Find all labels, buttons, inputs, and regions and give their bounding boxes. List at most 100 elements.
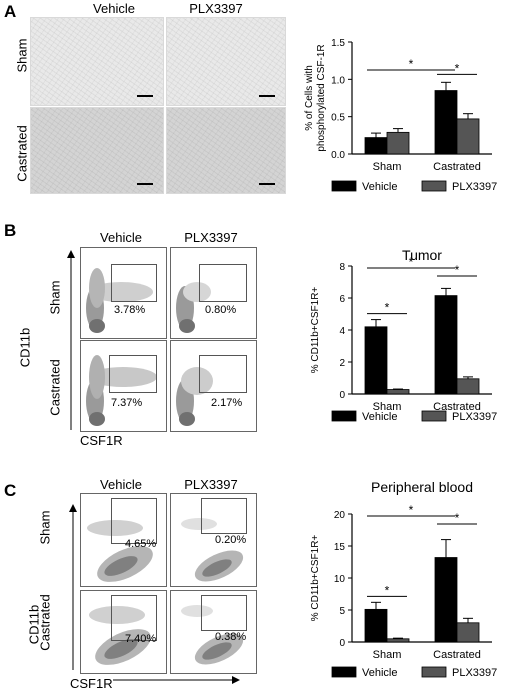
y-tick-label: 8 (339, 262, 345, 273)
y-tick-label: 4 (339, 326, 345, 337)
gate-percentage: 2.17% (211, 397, 243, 409)
panel-b-col-title-vehicle: Vehicle (100, 230, 142, 245)
significance-star: * (409, 57, 414, 71)
gate-percentage: 4.65% (125, 538, 157, 550)
panel-b-col-title-plx3397: PLX3397 (184, 230, 238, 245)
bar-plx3397-castrated (456, 378, 480, 395)
panel-c-col-title-plx3397: PLX3397 (184, 477, 238, 492)
legend-swatch-vehicle (331, 180, 357, 192)
y-axis-label: % CD11b+CSF1R+ (310, 535, 321, 622)
flow-plot-blood-castrated-plx3397: 0.38% (170, 590, 257, 674)
chart-a: 0.0 0.5 1.0 1.5 % of Cells withphosphorylate… (304, 38, 497, 193)
significance-star: * (385, 301, 390, 315)
panel-label-c: C (4, 481, 17, 500)
gate-percentage: 0.80% (205, 304, 237, 316)
flow-plot-castrated-plx3397: 2.17% (170, 340, 257, 432)
scatter-cloud (86, 355, 157, 426)
x-tick-label: Sham (373, 401, 402, 413)
legend-swatch-plx3397 (421, 666, 447, 678)
y-axis-label-line: phosphorylated CSF-1R (316, 44, 327, 151)
y-axis-label: % of Cells withphosphorylated CSF-1R (304, 44, 327, 151)
y-tick-label: 0 (339, 390, 345, 401)
flow-plot-sham-vehicle: 3.78% (80, 247, 167, 339)
y-tick-label: 0.5 (331, 113, 345, 124)
scale-bar (137, 95, 153, 97)
gate-box (111, 498, 157, 544)
y-tick-label: 20 (334, 510, 346, 521)
scale-bar (259, 95, 275, 97)
legend-label-vehicle: Vehicle (362, 181, 397, 193)
scale-bar (259, 183, 275, 185)
gate-box (111, 264, 157, 302)
panel-b-y-axis-label: CD11b (17, 327, 33, 368)
panel-a-row-title-sham: Sham (14, 38, 30, 73)
gate-box (201, 498, 247, 534)
gate-percentage: 0.38% (215, 631, 247, 643)
panel-c-axes-arrows (69, 504, 240, 684)
micrograph-sham-plx3397 (166, 17, 286, 106)
gate-percentage: 7.37% (111, 397, 143, 409)
scatter-cloud (181, 518, 244, 582)
scatter-cloud (176, 367, 213, 426)
bar-plx3397-castrated (456, 622, 480, 643)
panel-c-y-axis-label: CD11b (26, 604, 42, 645)
bar-vehicle-castrated (434, 90, 458, 155)
bar-vehicle-castrated (434, 557, 458, 643)
x-tick-label: Sham (373, 649, 402, 661)
panel-a-row-title-castrated: Castrated (14, 125, 30, 182)
bar-vehicle-sham (364, 137, 388, 155)
panel-a-col-title-plx3397: PLX3397 (189, 1, 243, 16)
scatter-cloud (176, 282, 211, 333)
scatter-cloud (87, 520, 153, 582)
legend-swatch-plx3397 (421, 410, 447, 422)
y-axis-label: % CD11b+CSF1R+ (310, 287, 321, 374)
chart-title: Tumor (402, 248, 442, 263)
flow-plot-blood-sham-vehicle: 4.65% (80, 493, 167, 587)
gate-box (201, 595, 247, 631)
flow-plot-sham-plx3397: 0.80% (170, 247, 257, 339)
flow-plot-blood-castrated-vehicle: 7.40% (80, 590, 167, 674)
gate-box (199, 355, 247, 393)
x-tick-label: Sham (373, 161, 402, 173)
legend-label-plx3397: PLX3397 (452, 667, 497, 679)
y-tick-label: 1.0 (331, 75, 345, 86)
micrograph-castrated-vehicle (30, 107, 164, 194)
x-tick-label: Castrated (433, 161, 481, 173)
significance-star: * (409, 503, 414, 517)
y-tick-label: 6 (339, 294, 345, 305)
legend-swatch-vehicle (331, 410, 357, 422)
chart-b: Tumor 0 2 4 6 8 % CD11b+CSF1R+ Sham Castrated * * *… (310, 248, 497, 423)
x-tick-label: Castrated (433, 649, 481, 661)
y-tick-label: 2 (339, 358, 345, 369)
y-axis-label-line: % of Cells with (304, 65, 315, 131)
y-tick-label: 15 (334, 542, 346, 553)
flow-plot-castrated-vehicle: 7.37% (80, 340, 167, 432)
significance-star: * (455, 61, 460, 75)
y-tick-label: 0.0 (331, 150, 345, 161)
significance-star: * (455, 511, 460, 525)
significance-star: * (409, 255, 414, 269)
micrograph-sham-vehicle (30, 17, 164, 106)
legend-label-vehicle: Vehicle (362, 667, 397, 679)
panel-c-col-title-vehicle: Vehicle (100, 477, 142, 492)
legend-swatch-vehicle (331, 666, 357, 678)
panel-a-col-title-vehicle: Vehicle (93, 1, 135, 16)
bar-plx3397-sham (386, 131, 410, 155)
gate-percentage: 7.40% (125, 633, 157, 645)
panel-b-axes-arrows (67, 250, 75, 430)
y-tick-label: 10 (334, 574, 346, 585)
scatter-cloud (181, 605, 244, 665)
bar-plx3397-castrated (456, 118, 480, 155)
bar-plx3397-sham (386, 638, 410, 643)
gate-box (109, 355, 157, 393)
scatter-cloud (86, 268, 153, 333)
legend-label-plx3397: PLX3397 (452, 181, 497, 193)
legend-label-plx3397: PLX3397 (452, 411, 497, 423)
panel-b-x-axis-label: CSF1R (80, 433, 123, 448)
panel-label-b: B (4, 221, 17, 240)
gate-percentage: 3.78% (114, 304, 146, 316)
bar-vehicle-sham (364, 608, 388, 643)
legend-swatch-plx3397 (421, 180, 447, 192)
scale-bar (137, 183, 153, 185)
y-tick-label: 0 (339, 638, 345, 649)
